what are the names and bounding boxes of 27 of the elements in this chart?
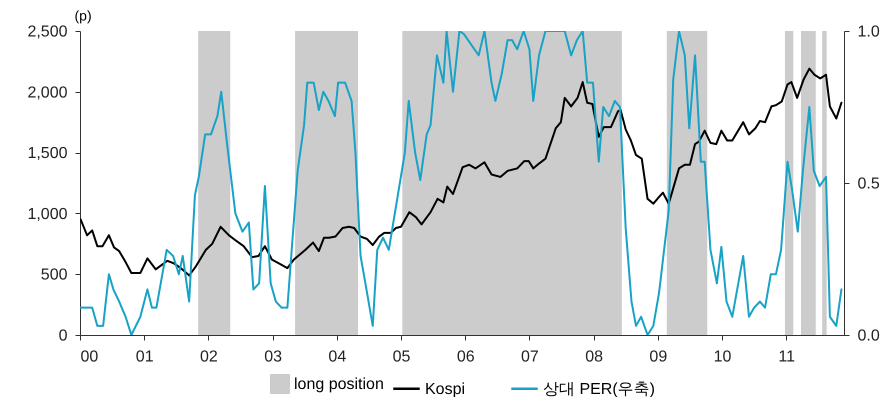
line-series <box>80 68 842 276</box>
x-tick-label: 04 <box>328 348 346 366</box>
x-tick-label: 01 <box>136 348 154 366</box>
x-tick-label: 10 <box>714 348 732 366</box>
y-tick-label: 1,500 <box>27 145 68 162</box>
x-tick-label: 05 <box>392 348 411 366</box>
legend-label: Kospi <box>425 380 466 398</box>
legend-label: long position <box>294 376 384 393</box>
x-tick-label: 11 <box>778 348 796 366</box>
y-axis-title: (p) <box>74 8 92 24</box>
x-tick-label: 06 <box>456 348 475 366</box>
legend-label: 상대 PER(우축) <box>543 380 655 398</box>
x-tick-label: 02 <box>200 348 218 366</box>
x-tick-label: 07 <box>521 348 539 366</box>
y2-tick-label: 0.0 <box>858 328 880 344</box>
x-tick-label: 09 <box>649 348 668 366</box>
x-tick-label: 03 <box>264 348 282 366</box>
y-tick-label: 2,500 <box>27 24 68 40</box>
y2-tick-label: 1.0 <box>858 24 880 40</box>
line-series <box>80 31 842 335</box>
y-tick-label: 0 <box>58 328 68 344</box>
y2-tick-label: 0.5 <box>858 176 880 192</box>
y-tick-label: 500 <box>40 266 68 284</box>
x-tick-label: 00 <box>80 348 98 366</box>
y-tick-label: 1,000 <box>27 206 68 223</box>
x-tick-label: 08 <box>585 348 604 366</box>
y-tick-label: 2,000 <box>27 84 68 102</box>
